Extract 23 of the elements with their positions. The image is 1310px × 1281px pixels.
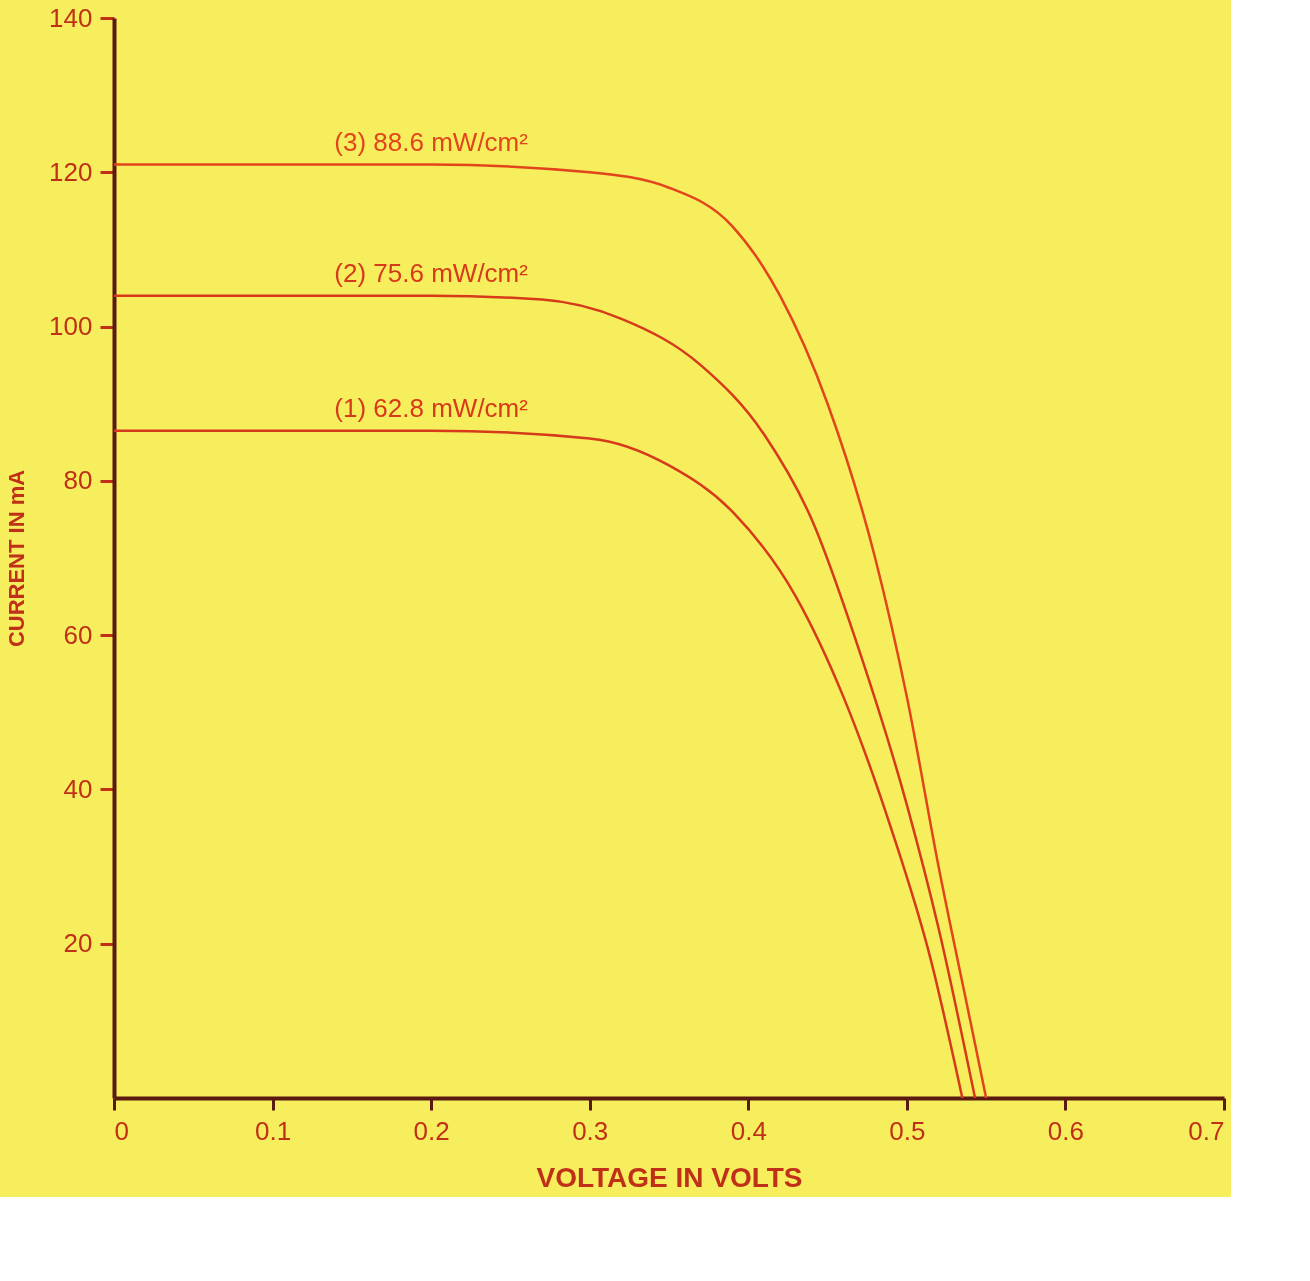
line-series <box>112 163 988 1100</box>
y-tick-label: 60 <box>63 619 93 650</box>
y-tick-label: 140 <box>49 2 93 33</box>
y-axis-title: CURRENT IN mA <box>4 469 30 648</box>
x-axis-title: VOLTAGE IN VOLTS <box>536 1161 803 1193</box>
y-tick-label: 100 <box>49 311 93 342</box>
series-label: (3) 88.6 mW/cm² <box>334 126 529 157</box>
x-tick-label: 0.2 <box>413 1115 450 1146</box>
x-tick-label: 0.3 <box>572 1115 609 1146</box>
line-series <box>112 294 977 1100</box>
x-tick-label: 0.4 <box>730 1115 767 1146</box>
series-label: (1) 62.8 mW/cm² <box>334 392 529 423</box>
line-series <box>112 429 964 1100</box>
y-tick-label: 20 <box>63 928 93 959</box>
series-label: (2) 75.6 mW/cm² <box>334 257 529 288</box>
x-tick-label: 0.1 <box>254 1115 292 1146</box>
x-tick-label: 0.6 <box>1047 1115 1085 1146</box>
x-tick-label: 0 <box>114 1115 129 1146</box>
x-tick-label: 0.7 <box>1188 1115 1225 1146</box>
y-tick-label: 80 <box>63 465 93 496</box>
x-tick-label: 0.5 <box>889 1115 926 1146</box>
y-tick-label: 40 <box>63 773 93 804</box>
y-tick-label: 120 <box>49 156 93 187</box>
